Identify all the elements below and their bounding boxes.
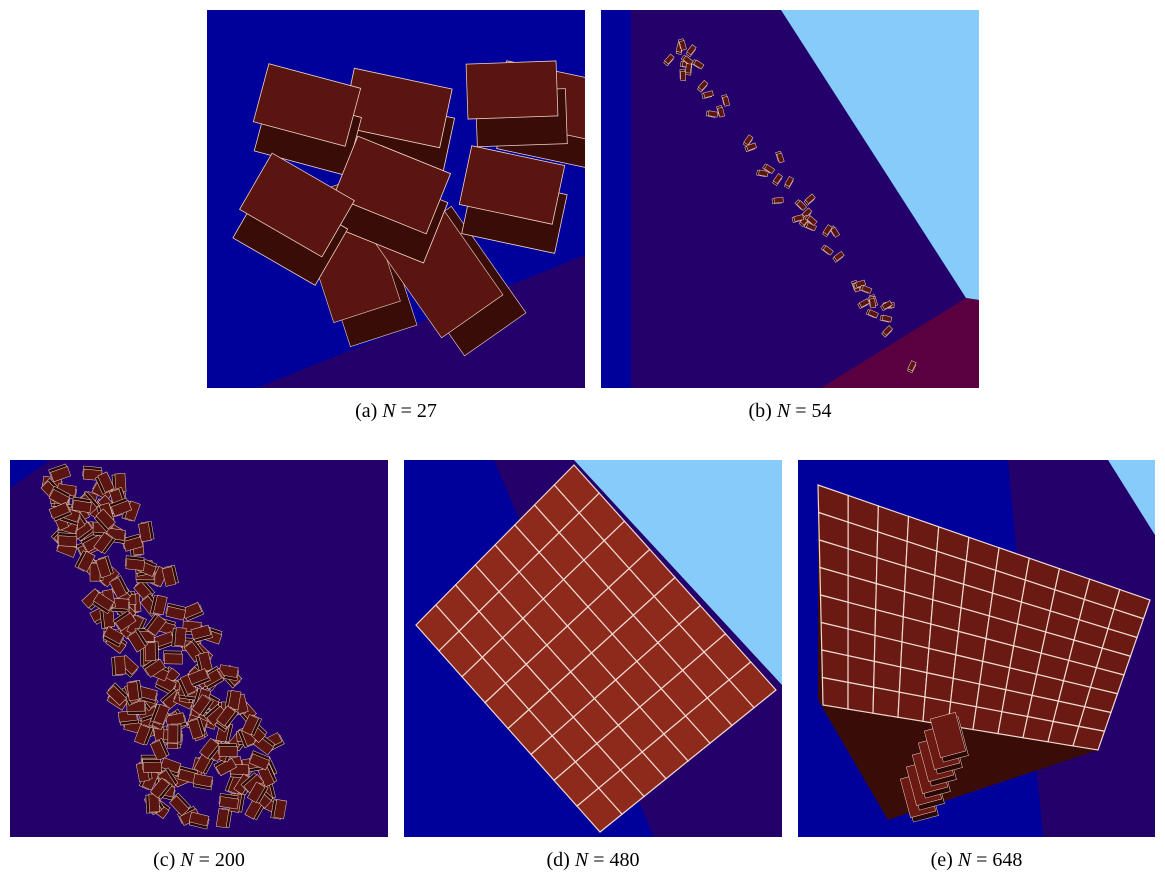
caption: (e) N = 648 xyxy=(798,849,1155,872)
caption-value: 648 xyxy=(992,849,1022,871)
brick xyxy=(898,692,925,721)
brick xyxy=(1073,726,1105,750)
box xyxy=(466,61,567,147)
panel-image xyxy=(601,10,979,388)
caption-relation: = xyxy=(593,849,604,871)
brick xyxy=(848,682,874,713)
caption-symbol: N xyxy=(180,849,193,871)
caption-relation: = xyxy=(401,400,412,422)
caption-label: (a) xyxy=(355,400,377,422)
brick xyxy=(973,707,1002,734)
panel-image xyxy=(798,460,1155,837)
caption-value: 54 xyxy=(811,400,831,422)
caption-symbol: N xyxy=(958,849,971,871)
box xyxy=(168,724,181,743)
box xyxy=(163,651,182,664)
box xyxy=(218,743,237,756)
caption-label: (d) xyxy=(547,849,570,871)
caption: (b) N = 54 xyxy=(601,400,979,423)
brick xyxy=(822,678,848,710)
render xyxy=(601,10,979,388)
box xyxy=(143,759,162,772)
box xyxy=(218,793,239,809)
caption-symbol: N xyxy=(382,400,395,422)
caption: (a) N = 27 xyxy=(207,400,585,423)
box xyxy=(685,64,692,76)
render xyxy=(10,460,388,837)
figure: (a) N = 27 (b) N = 54 (c) N = 200 (d) N … xyxy=(0,0,1165,876)
panel-image xyxy=(10,460,388,837)
render xyxy=(798,460,1155,837)
render xyxy=(404,460,782,837)
box xyxy=(71,497,92,513)
caption: (c) N = 200 xyxy=(10,849,388,872)
box xyxy=(57,533,77,547)
box xyxy=(127,680,142,700)
caption-label: (e) xyxy=(931,849,953,871)
caption-label: (b) xyxy=(749,400,772,422)
brick xyxy=(873,687,899,717)
box xyxy=(112,656,126,676)
panel-image xyxy=(404,460,782,837)
caption-relation: = xyxy=(199,849,210,871)
caption-value: 480 xyxy=(609,849,639,871)
caption-value: 27 xyxy=(417,400,437,422)
caption-value: 200 xyxy=(215,849,245,871)
box xyxy=(680,69,686,80)
render xyxy=(207,10,585,388)
caption-label: (c) xyxy=(153,849,175,871)
caption-symbol: N xyxy=(575,849,588,871)
caption-relation: = xyxy=(795,400,806,422)
caption-relation: = xyxy=(976,849,987,871)
panel-image xyxy=(207,10,585,388)
caption: (d) N = 480 xyxy=(404,849,782,872)
brick xyxy=(998,712,1028,738)
box xyxy=(172,627,187,647)
caption-symbol: N xyxy=(777,400,790,422)
box xyxy=(125,556,145,571)
